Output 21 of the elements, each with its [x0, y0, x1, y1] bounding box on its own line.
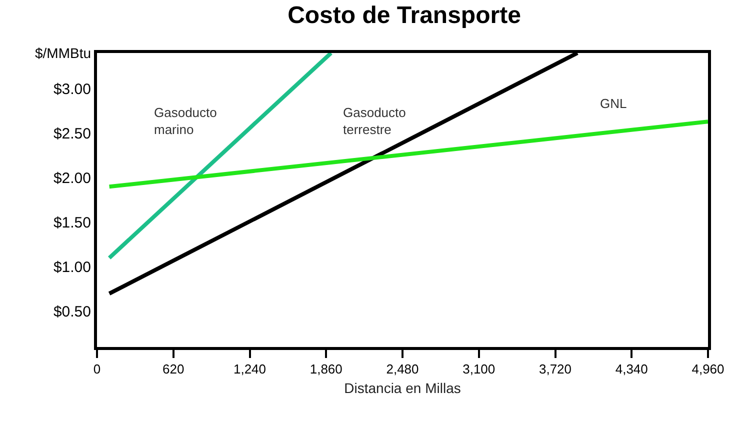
x-tick-label: 620	[162, 362, 184, 377]
chart-title: Costo de Transporte	[288, 2, 521, 30]
x-tick-label: 0	[93, 362, 101, 377]
y-tick-label: $1.50	[53, 214, 91, 232]
x-tick-label: 4,340	[615, 362, 648, 377]
x-tick-label: 3,100	[462, 362, 496, 377]
series-label: Gasoducto marino	[154, 105, 217, 137]
y-tick-label: $2.00	[53, 170, 91, 187]
x-tick-label: 2,480	[386, 362, 419, 377]
x-tick-label: 3,720	[538, 362, 572, 377]
series-label: GNL	[600, 96, 627, 111]
x-tick-label: 1,860	[310, 362, 342, 377]
x-tick-label: 1,240	[233, 362, 266, 377]
x-axis-title: Distancia en Millas	[344, 380, 461, 396]
y-axis-title: $/MMBtu	[35, 45, 92, 61]
y-tick-label: $2.50	[53, 125, 91, 142]
y-tick-label: $3.00	[53, 80, 91, 98]
x-tick-label: 4,960	[692, 362, 724, 377]
series-label: Gasoducto terrestre	[343, 105, 406, 137]
y-tick-label: $0.50	[53, 304, 91, 321]
y-tick-label: $1.00	[53, 259, 91, 276]
